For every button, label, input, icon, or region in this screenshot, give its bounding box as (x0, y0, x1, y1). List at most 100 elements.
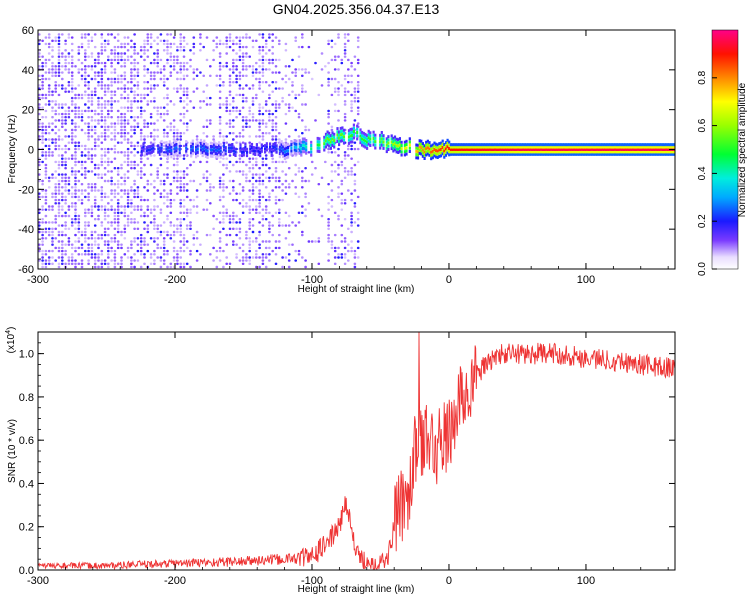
spectrogram-cell (100, 233, 104, 237)
spectrogram-cell (44, 116, 48, 119)
spectrogram-cell (238, 112, 242, 116)
spectrogram-cell (116, 186, 120, 189)
spectrogram-cell (87, 224, 90, 227)
spectrogram-cell (278, 71, 281, 74)
spectrogram-trace-cell (310, 144, 313, 147)
spectrogram-cell (67, 262, 71, 265)
spectrogram-cell (107, 55, 110, 58)
spectrogram-cell (74, 249, 77, 253)
spectrogram-cell (343, 154, 347, 157)
spectrogram-cell (284, 173, 288, 176)
spectrogram-cell (41, 183, 44, 186)
spectrogram-cell (153, 77, 156, 81)
spectrogram-cell (110, 179, 113, 183)
spectrogram-cell (268, 132, 271, 135)
spectrogram-cell (87, 138, 90, 141)
spectrogram-trace-cell (571, 143, 574, 147)
spectrogram-cell (347, 147, 350, 151)
spectrogram-cell (133, 58, 136, 62)
spectrogram-trace-cell (551, 152, 554, 156)
spectrogram-trace-cell (160, 143, 163, 147)
spectrogram-trace-cell (428, 144, 431, 148)
spectrogram-cell (113, 68, 117, 71)
spectrogram-trace-cell (331, 134, 334, 138)
spectrogram-cell (54, 103, 57, 106)
spectrogram-cell (304, 90, 307, 93)
spectrogram-trace-cell (435, 149, 438, 152)
spectrogram-cell (77, 198, 81, 202)
spectrogram-cell (166, 249, 169, 253)
spectrogram-trace-cell (500, 152, 503, 156)
spectrogram-cell (97, 163, 100, 167)
spectrogram-cell (103, 49, 107, 52)
spectrogram-cell (100, 195, 104, 199)
spectrogram-trace-cell (448, 140, 451, 144)
spectrogram-cell (248, 224, 251, 227)
spectrogram-cell (205, 176, 209, 179)
spectrogram-cell (136, 151, 140, 154)
spectrogram-cell (97, 119, 100, 122)
spectrogram-cell (110, 132, 113, 135)
spectrogram-trace-cell (403, 140, 406, 144)
spectrogram-cell (195, 205, 199, 208)
spectrogram-cell (136, 173, 140, 176)
spectrogram-cell (126, 224, 130, 227)
spectrogram-cell (291, 179, 294, 183)
spectrogram-cell (218, 246, 222, 250)
spectrogram-cell (41, 259, 44, 262)
spectrogram-cell (54, 125, 57, 128)
spectrogram-cell (356, 218, 360, 221)
spectrogram-cell (61, 163, 64, 167)
spectrogram-trace-cell (487, 152, 490, 156)
spectrogram-cell (116, 33, 120, 36)
spectrogram-cell (93, 132, 97, 135)
spectrogram-trace-cell (361, 137, 364, 141)
spectrogram-trace-cell (436, 149, 439, 153)
spectrogram-cell (212, 135, 215, 138)
spectrogram-cell (97, 259, 100, 262)
spectrogram-cell (268, 198, 271, 202)
spectrogram-cell (258, 265, 261, 269)
spectrogram-cell (340, 61, 344, 65)
spectrogram-trace-cell (269, 145, 272, 149)
spectrogram-cell (103, 138, 107, 141)
spectrogram-trace-cell (219, 149, 222, 153)
spectrogram-trace-cell (458, 148, 461, 151)
spectrogram-trace-cell (582, 150, 586, 154)
spectrogram-cell (291, 71, 294, 74)
spectrogram-cell (182, 170, 186, 173)
spectrogram-cell (162, 128, 166, 132)
spectrogram-trace-cell (446, 145, 449, 149)
spectrogram-cell (149, 74, 153, 77)
spectrogram-trace-cell (293, 145, 296, 149)
spectrogram-cell (340, 253, 344, 256)
spectrogram-cell (103, 135, 107, 138)
spectrogram-cell (228, 39, 232, 42)
spectrogram-trace-cell (495, 143, 498, 147)
spectrogram-cell (57, 33, 61, 36)
spectrogram-trace-cell (285, 156, 288, 160)
spectrogram-cell (70, 96, 74, 100)
spectrogram-trace-cell (438, 145, 441, 149)
spectrogram-cell (153, 186, 156, 189)
spectrogram-cell (120, 246, 123, 250)
spectrogram-cell (130, 186, 133, 189)
spectrogram-cell (251, 157, 255, 160)
spectrogram-cell (182, 157, 186, 160)
spectrogram-cell (116, 122, 120, 125)
spectrogram-trace-cell (471, 145, 474, 149)
spectrogram-trace-cell (328, 144, 331, 148)
spectrogram-cell (350, 65, 353, 68)
spectrogram-cell (61, 179, 64, 183)
spectrogram-trace-cell (425, 153, 428, 157)
spectrogram-trace-cell (579, 145, 582, 149)
spectrogram-trace-cell (178, 151, 181, 155)
spectrogram-cell (84, 68, 87, 71)
spectrogram-cell (116, 208, 120, 211)
spectrogram-cell (340, 160, 344, 164)
spectrogram-cell (110, 176, 113, 179)
spectrogram-cell (268, 211, 271, 214)
spectrogram-cell (166, 58, 169, 62)
spectrogram-trace-cell (257, 153, 260, 157)
spectrogram-cell (176, 230, 179, 234)
